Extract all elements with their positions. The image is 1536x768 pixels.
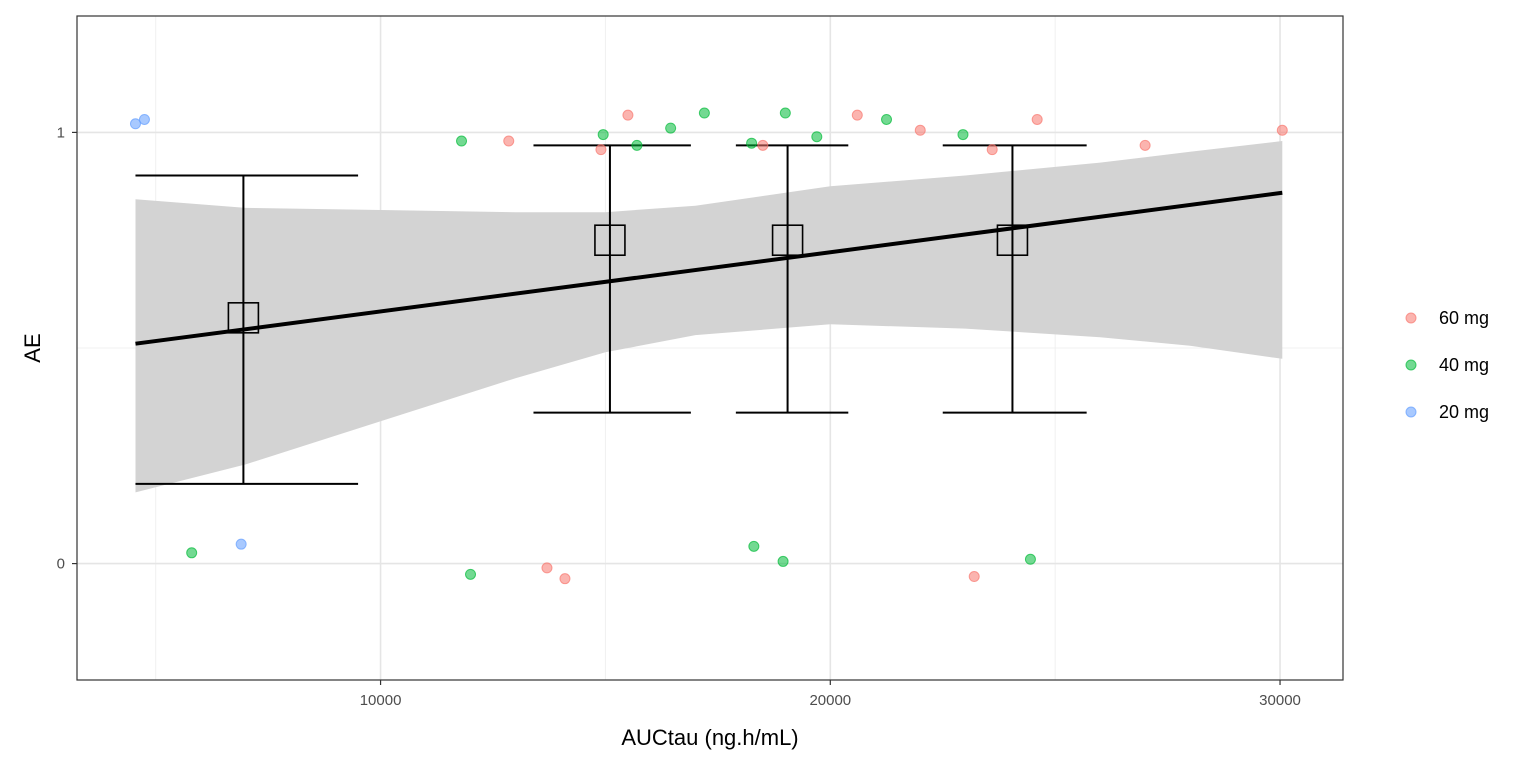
data-point [957, 129, 969, 141]
legend-key [1405, 406, 1417, 418]
data-point [465, 568, 477, 580]
data-point [186, 547, 198, 559]
mean-marker [227, 302, 260, 334]
data-point [1024, 553, 1036, 565]
data-point [665, 122, 677, 134]
legend-label: 60 mg [1439, 308, 1489, 328]
data-point [968, 571, 980, 583]
data-point [541, 562, 553, 574]
data-point [986, 144, 998, 156]
data-point [746, 137, 758, 149]
data-point [622, 109, 634, 121]
data-point [456, 135, 468, 147]
data-point [777, 555, 789, 567]
data-point [559, 573, 571, 585]
x-axis-title: AUCtau (ng.h/mL) [621, 725, 798, 750]
data-points [129, 107, 1288, 585]
data-point [631, 139, 643, 151]
data-point [851, 109, 863, 121]
data-point [757, 139, 769, 151]
data-point [698, 107, 710, 119]
data-point [914, 124, 926, 136]
data-point [503, 135, 515, 147]
data-point [129, 118, 141, 130]
data-point [138, 113, 150, 125]
y-axis-title: AE [20, 333, 45, 362]
data-point [1139, 139, 1151, 151]
y-tick-label: 0 [57, 556, 65, 573]
mean-marker [771, 224, 804, 257]
y-tick-label: 1 [57, 124, 65, 141]
data-point [779, 107, 791, 119]
mean-marker [996, 224, 1029, 257]
legend-key [1405, 312, 1417, 324]
data-point [235, 538, 247, 550]
data-point [811, 131, 823, 143]
x-tick-label: 20000 [809, 692, 851, 709]
legend: 60 mg 40 mg 20 mg [1405, 308, 1489, 422]
mean-marker [594, 224, 626, 257]
fit-line-group [135, 190, 1283, 346]
plot-border [76, 15, 1344, 681]
data-point [597, 129, 609, 141]
x-axis-ticks: 10000 20000 30000 [360, 680, 1301, 709]
legend-label: 20 mg [1439, 402, 1489, 422]
data-point [881, 113, 893, 125]
data-point [1276, 124, 1288, 136]
data-point [748, 540, 760, 552]
data-point [1031, 113, 1043, 125]
data-point [595, 144, 607, 156]
x-tick-label: 10000 [360, 692, 402, 709]
y-axis-ticks: 01 [57, 124, 77, 573]
legend-label: 40 mg [1439, 355, 1489, 375]
legend-key [1405, 359, 1417, 371]
binned-summary [135, 144, 1087, 485]
fit-line [135, 190, 1283, 346]
x-tick-label: 30000 [1259, 692, 1301, 709]
